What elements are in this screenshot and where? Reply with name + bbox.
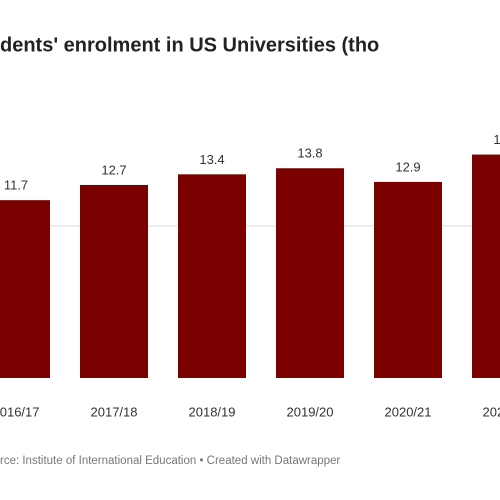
chart-title: dents' enrolment in US Universities (tho [0, 34, 379, 56]
source: rce: Institute of International Educatio… [0, 455, 340, 467]
x-tick-label: 2021/22 [483, 404, 500, 419]
x-tick-label: 2017/18 [91, 404, 138, 419]
value-label: 13.8 [297, 146, 322, 161]
value-label: 12.7 [101, 162, 126, 177]
x-tick-label: 2020/21 [385, 404, 432, 419]
value-label: 13.4 [199, 152, 224, 167]
bar [0, 200, 50, 378]
x-tick-label: 2018/19 [189, 404, 236, 419]
value-label: 11.7 [4, 178, 28, 193]
bar [276, 168, 344, 378]
value-label: 14.7 [493, 132, 500, 147]
x-tick-label: 2016/17 [0, 404, 40, 419]
x-tick-label: 2019/20 [287, 404, 334, 419]
bar [374, 181, 442, 378]
value-label: 12.9 [395, 159, 420, 174]
bar [472, 154, 500, 378]
bar [178, 174, 246, 378]
bar [80, 184, 148, 378]
